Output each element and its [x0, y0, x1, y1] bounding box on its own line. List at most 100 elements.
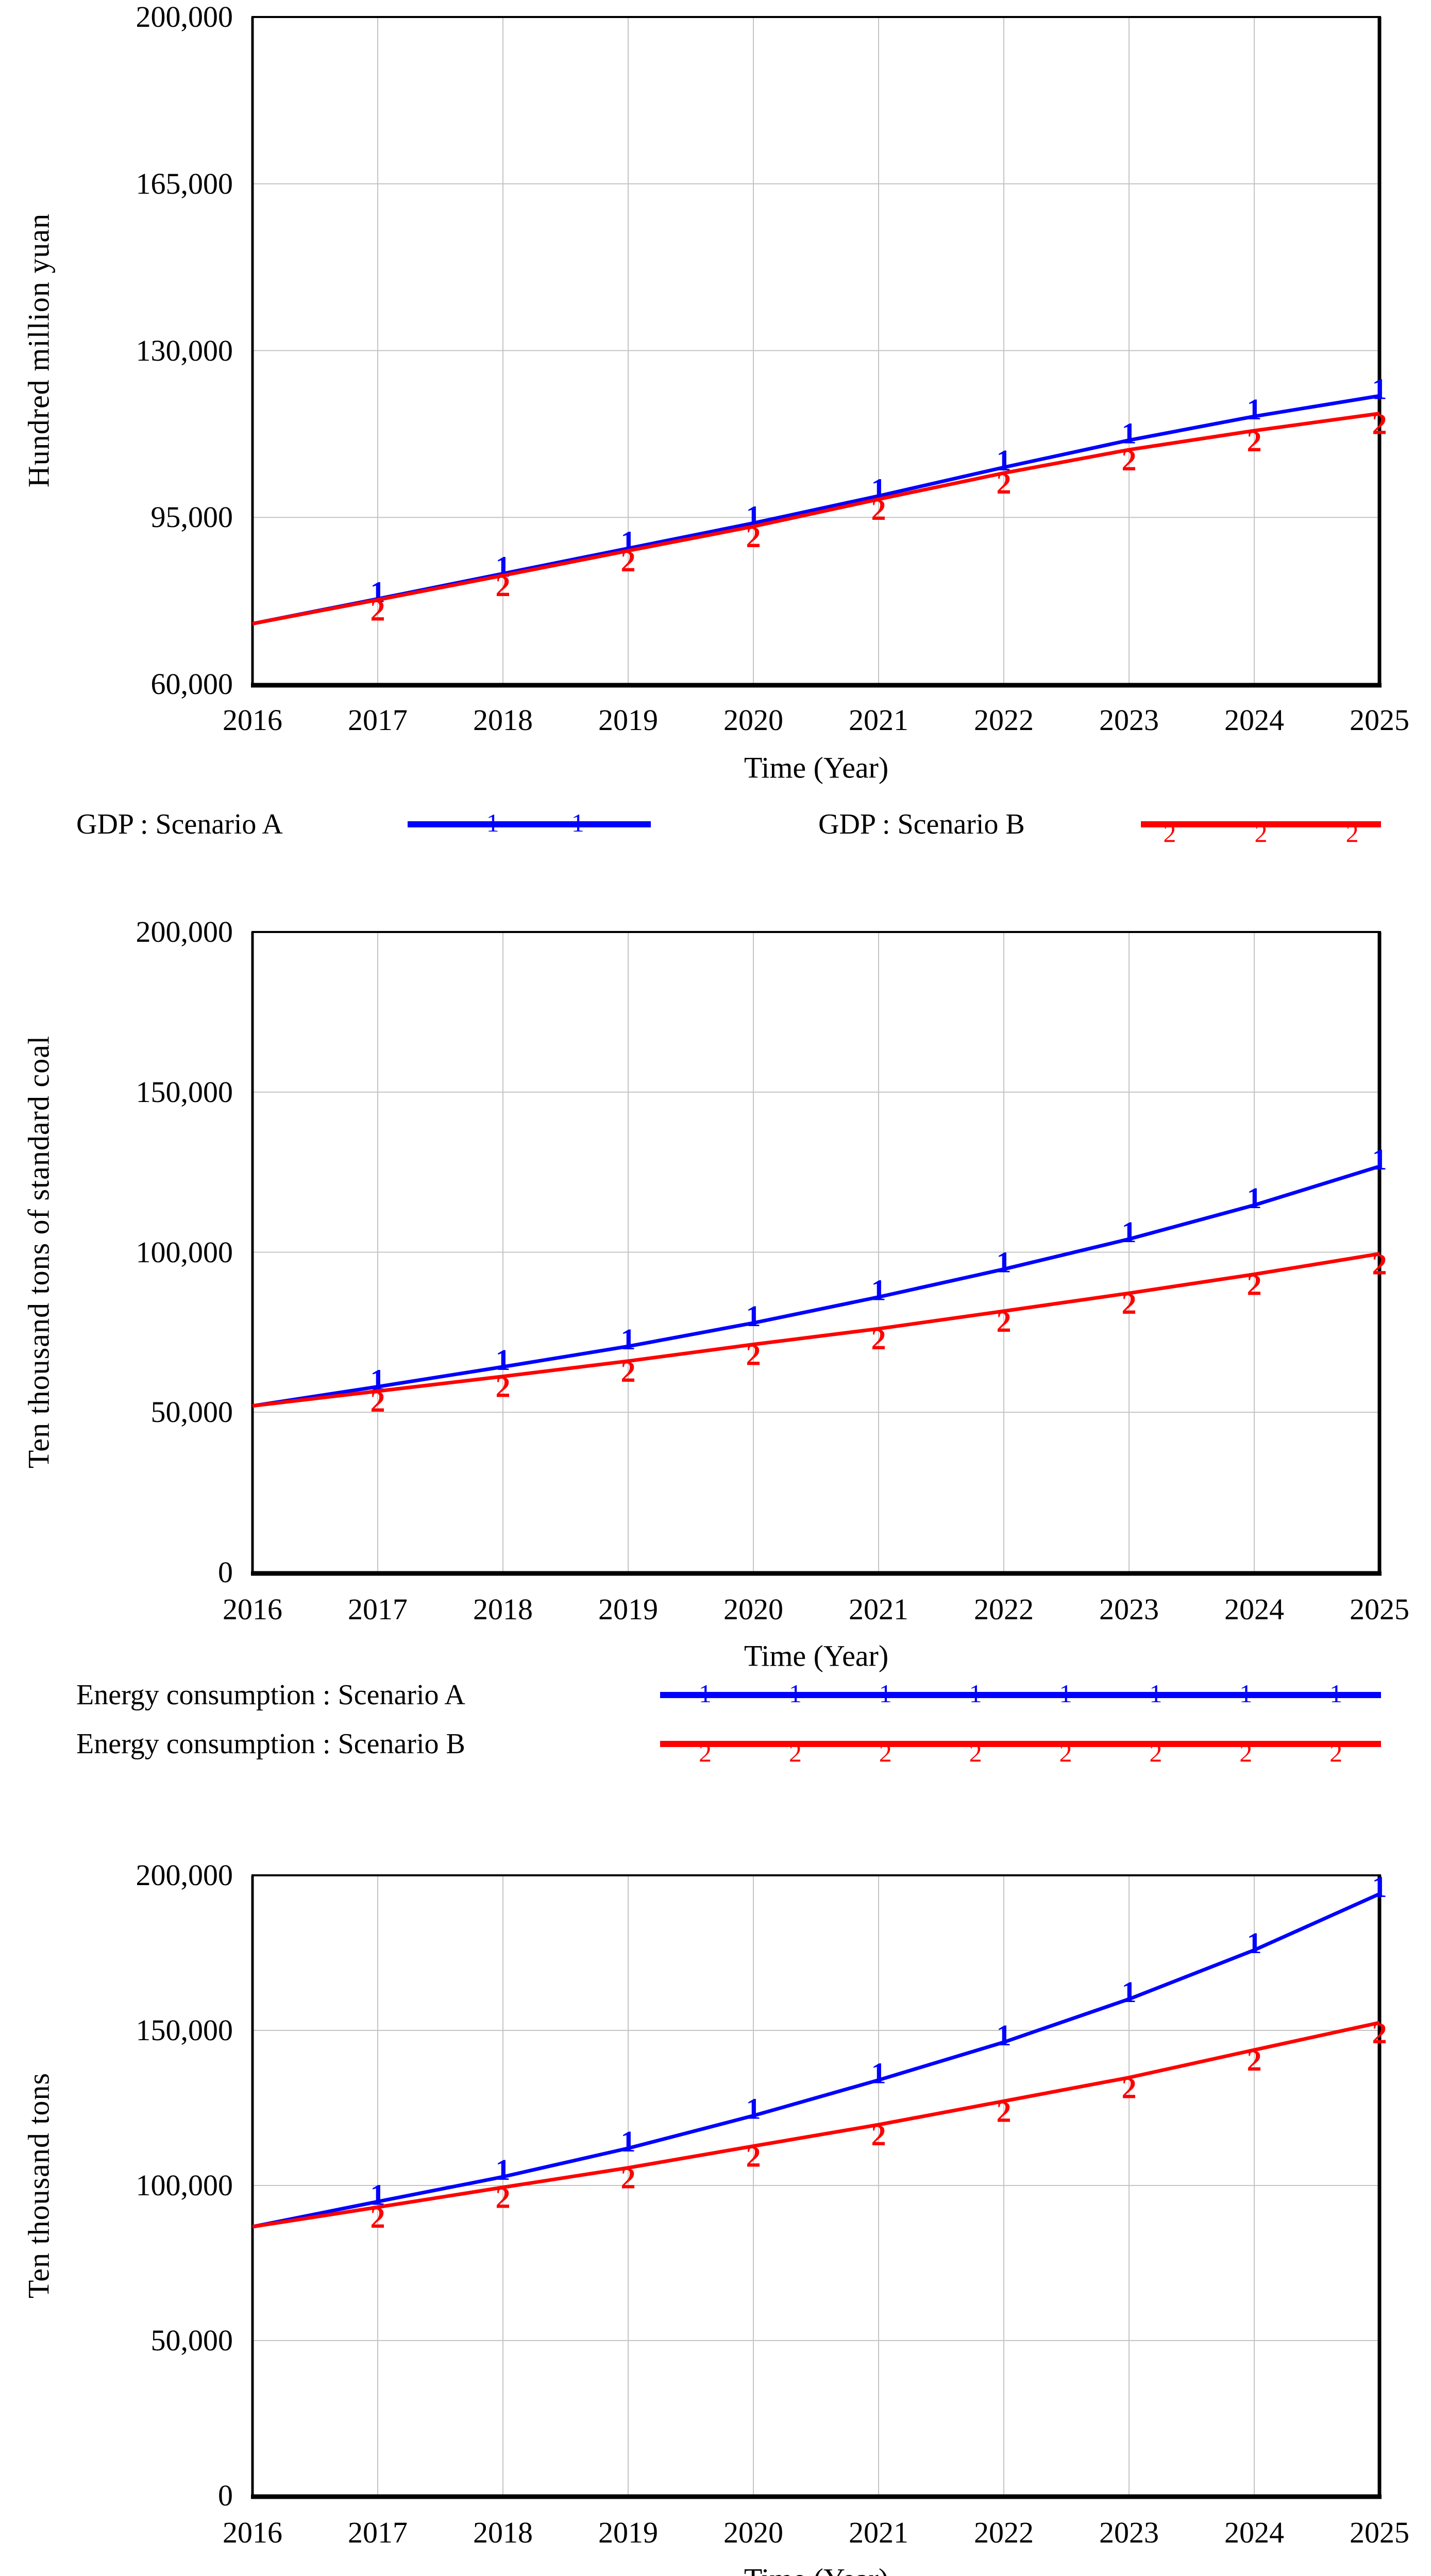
series-marker-digit: 2 — [1329, 1738, 1342, 1767]
series-line — [252, 412, 1380, 625]
y-tick-label: 200,000 — [136, 0, 233, 33]
series-marker-digit: 2 — [1059, 1738, 1072, 1767]
series-marker-digit: 1 — [789, 1679, 802, 1708]
x-tick-label: 2016 — [223, 703, 282, 737]
series-marker-digit: 2 — [496, 569, 511, 603]
x-tick-label: 2017 — [348, 2516, 408, 2549]
series-marker-digit: 1 — [486, 808, 499, 837]
x-tick-label: 2020 — [723, 2516, 783, 2549]
x-tick-label: 2022 — [974, 2516, 1034, 2549]
series-marker-digit: 1 — [871, 2056, 886, 2090]
series-marker-digit: 1 — [1372, 372, 1387, 405]
series-marker-digit: 2 — [1372, 1248, 1387, 1281]
series-marker-digit: 1 — [1372, 1143, 1387, 1176]
y-tick-label: 130,000 — [136, 333, 233, 367]
series-marker-digit: 1 — [699, 1679, 712, 1708]
y-tick-label: 0 — [218, 2479, 233, 2512]
x-tick-label: 2022 — [974, 1592, 1034, 1626]
series-marker-digit: 2 — [871, 493, 886, 527]
series-marker-digit: 1 — [871, 1274, 886, 1307]
series-marker-digit: 1 — [1149, 1679, 1162, 1708]
series-marker-digit: 1 — [879, 1679, 892, 1708]
x-tick-label: 2016 — [223, 1592, 282, 1626]
y-tick-label: 100,000 — [136, 1235, 233, 1269]
co2-x-axis-title: Time (Year) — [744, 2562, 888, 2576]
series-marker-digit: 1 — [1122, 416, 1137, 450]
y-tick-label: 50,000 — [150, 1395, 233, 1429]
y-tick-label: 60,000 — [150, 667, 233, 701]
series-marker-digit: 2 — [1247, 2044, 1262, 2077]
series-marker-digit: 1 — [997, 1245, 1012, 1279]
series-marker-digit: 1 — [571, 808, 584, 837]
x-tick-label: 2020 — [723, 703, 783, 737]
x-tick-label: 2021 — [849, 1592, 908, 1626]
series-marker-digit: 2 — [496, 2181, 511, 2215]
series-marker-digit: 2 — [746, 1338, 761, 1371]
series-marker-digit: 1 — [746, 2092, 761, 2126]
series-marker-digit: 1 — [1122, 1215, 1137, 1249]
x-tick-label: 2024 — [1224, 703, 1284, 737]
series-line — [252, 1892, 1381, 2229]
x-tick-label: 2022 — [974, 703, 1034, 737]
series-marker-digit: 1 — [746, 1299, 761, 1333]
series-marker-digit: 1 — [1239, 1679, 1252, 1708]
series-marker-digit: 2 — [621, 1355, 636, 1388]
series-marker-digit: 1 — [621, 2125, 636, 2158]
y-tick-label: 100,000 — [136, 2168, 233, 2202]
x-tick-label: 2024 — [1224, 2516, 1284, 2549]
series-marker-digit: 1 — [1247, 393, 1262, 426]
y-tick-label: 95,000 — [150, 500, 233, 534]
series-marker-digit: 1 — [1247, 1181, 1262, 1215]
x-tick-label: 2023 — [1099, 2516, 1159, 2549]
series-marker-digit: 2 — [1239, 1738, 1252, 1767]
series-marker-digit: 2 — [969, 1738, 982, 1767]
series-line — [252, 2021, 1380, 2229]
series-marker-digit: 1 — [1059, 1679, 1072, 1708]
y-tick-label: 150,000 — [136, 2013, 233, 2047]
legend-label-energy-scenario-a: Energy consumption : Scenario A — [76, 1679, 465, 1711]
series-marker-digit: 2 — [871, 1323, 886, 1356]
series-marker-digit: 2 — [1163, 819, 1176, 848]
series-marker-digit: 1 — [1247, 1926, 1262, 1960]
series-marker-digit: 1 — [1372, 1870, 1387, 1904]
x-tick-label: 2021 — [849, 703, 908, 737]
y-tick-label: 165,000 — [136, 166, 233, 200]
series-line — [252, 1252, 1380, 1408]
x-tick-label: 2024 — [1224, 1592, 1284, 1626]
series-marker-digit: 2 — [1372, 2016, 1387, 2050]
series-marker-digit: 2 — [1247, 1268, 1262, 1301]
x-tick-label: 2018 — [473, 1592, 533, 1626]
series-marker-digit: 2 — [871, 2119, 886, 2152]
series-marker-digit: 2 — [1255, 819, 1268, 848]
x-tick-label: 2018 — [473, 2516, 533, 2549]
series-marker-digit: 2 — [879, 1738, 892, 1767]
gdp-x-axis-title: Time (Year) — [744, 751, 889, 785]
series-marker-digit: 2 — [1149, 1738, 1162, 1767]
series-marker-digit: 1 — [969, 1679, 982, 1708]
x-tick-label: 2017 — [348, 703, 408, 737]
legend-label-gdp-scenario-a: GDP : Scenario A — [76, 808, 283, 840]
series-marker-digit: 1 — [496, 1343, 511, 1377]
series-marker-digit: 2 — [1247, 425, 1262, 458]
series-marker-digit: 1 — [1122, 1975, 1137, 2009]
x-tick-label: 2020 — [723, 1592, 783, 1626]
x-tick-label: 2019 — [598, 2516, 658, 2549]
series-marker-digit: 2 — [496, 1370, 511, 1404]
series-marker-digit: 2 — [997, 1305, 1012, 1338]
y-tick-label: 150,000 — [136, 1075, 233, 1109]
series-marker-digit: 1 — [621, 1323, 636, 1356]
x-tick-label: 2025 — [1350, 1592, 1409, 1626]
series-line — [252, 1164, 1381, 1408]
x-tick-label: 2017 — [348, 1592, 408, 1626]
series-marker-digit: 2 — [621, 545, 636, 578]
series-marker-digit: 2 — [621, 2162, 636, 2195]
x-tick-label: 2025 — [1350, 703, 1409, 737]
x-tick-label: 2019 — [598, 1592, 658, 1626]
series-marker-digit: 1 — [496, 2153, 511, 2187]
y-tick-label: 200,000 — [136, 915, 233, 948]
series-marker-digit: 2 — [997, 2095, 1012, 2128]
series-marker-digit: 2 — [1372, 408, 1387, 441]
